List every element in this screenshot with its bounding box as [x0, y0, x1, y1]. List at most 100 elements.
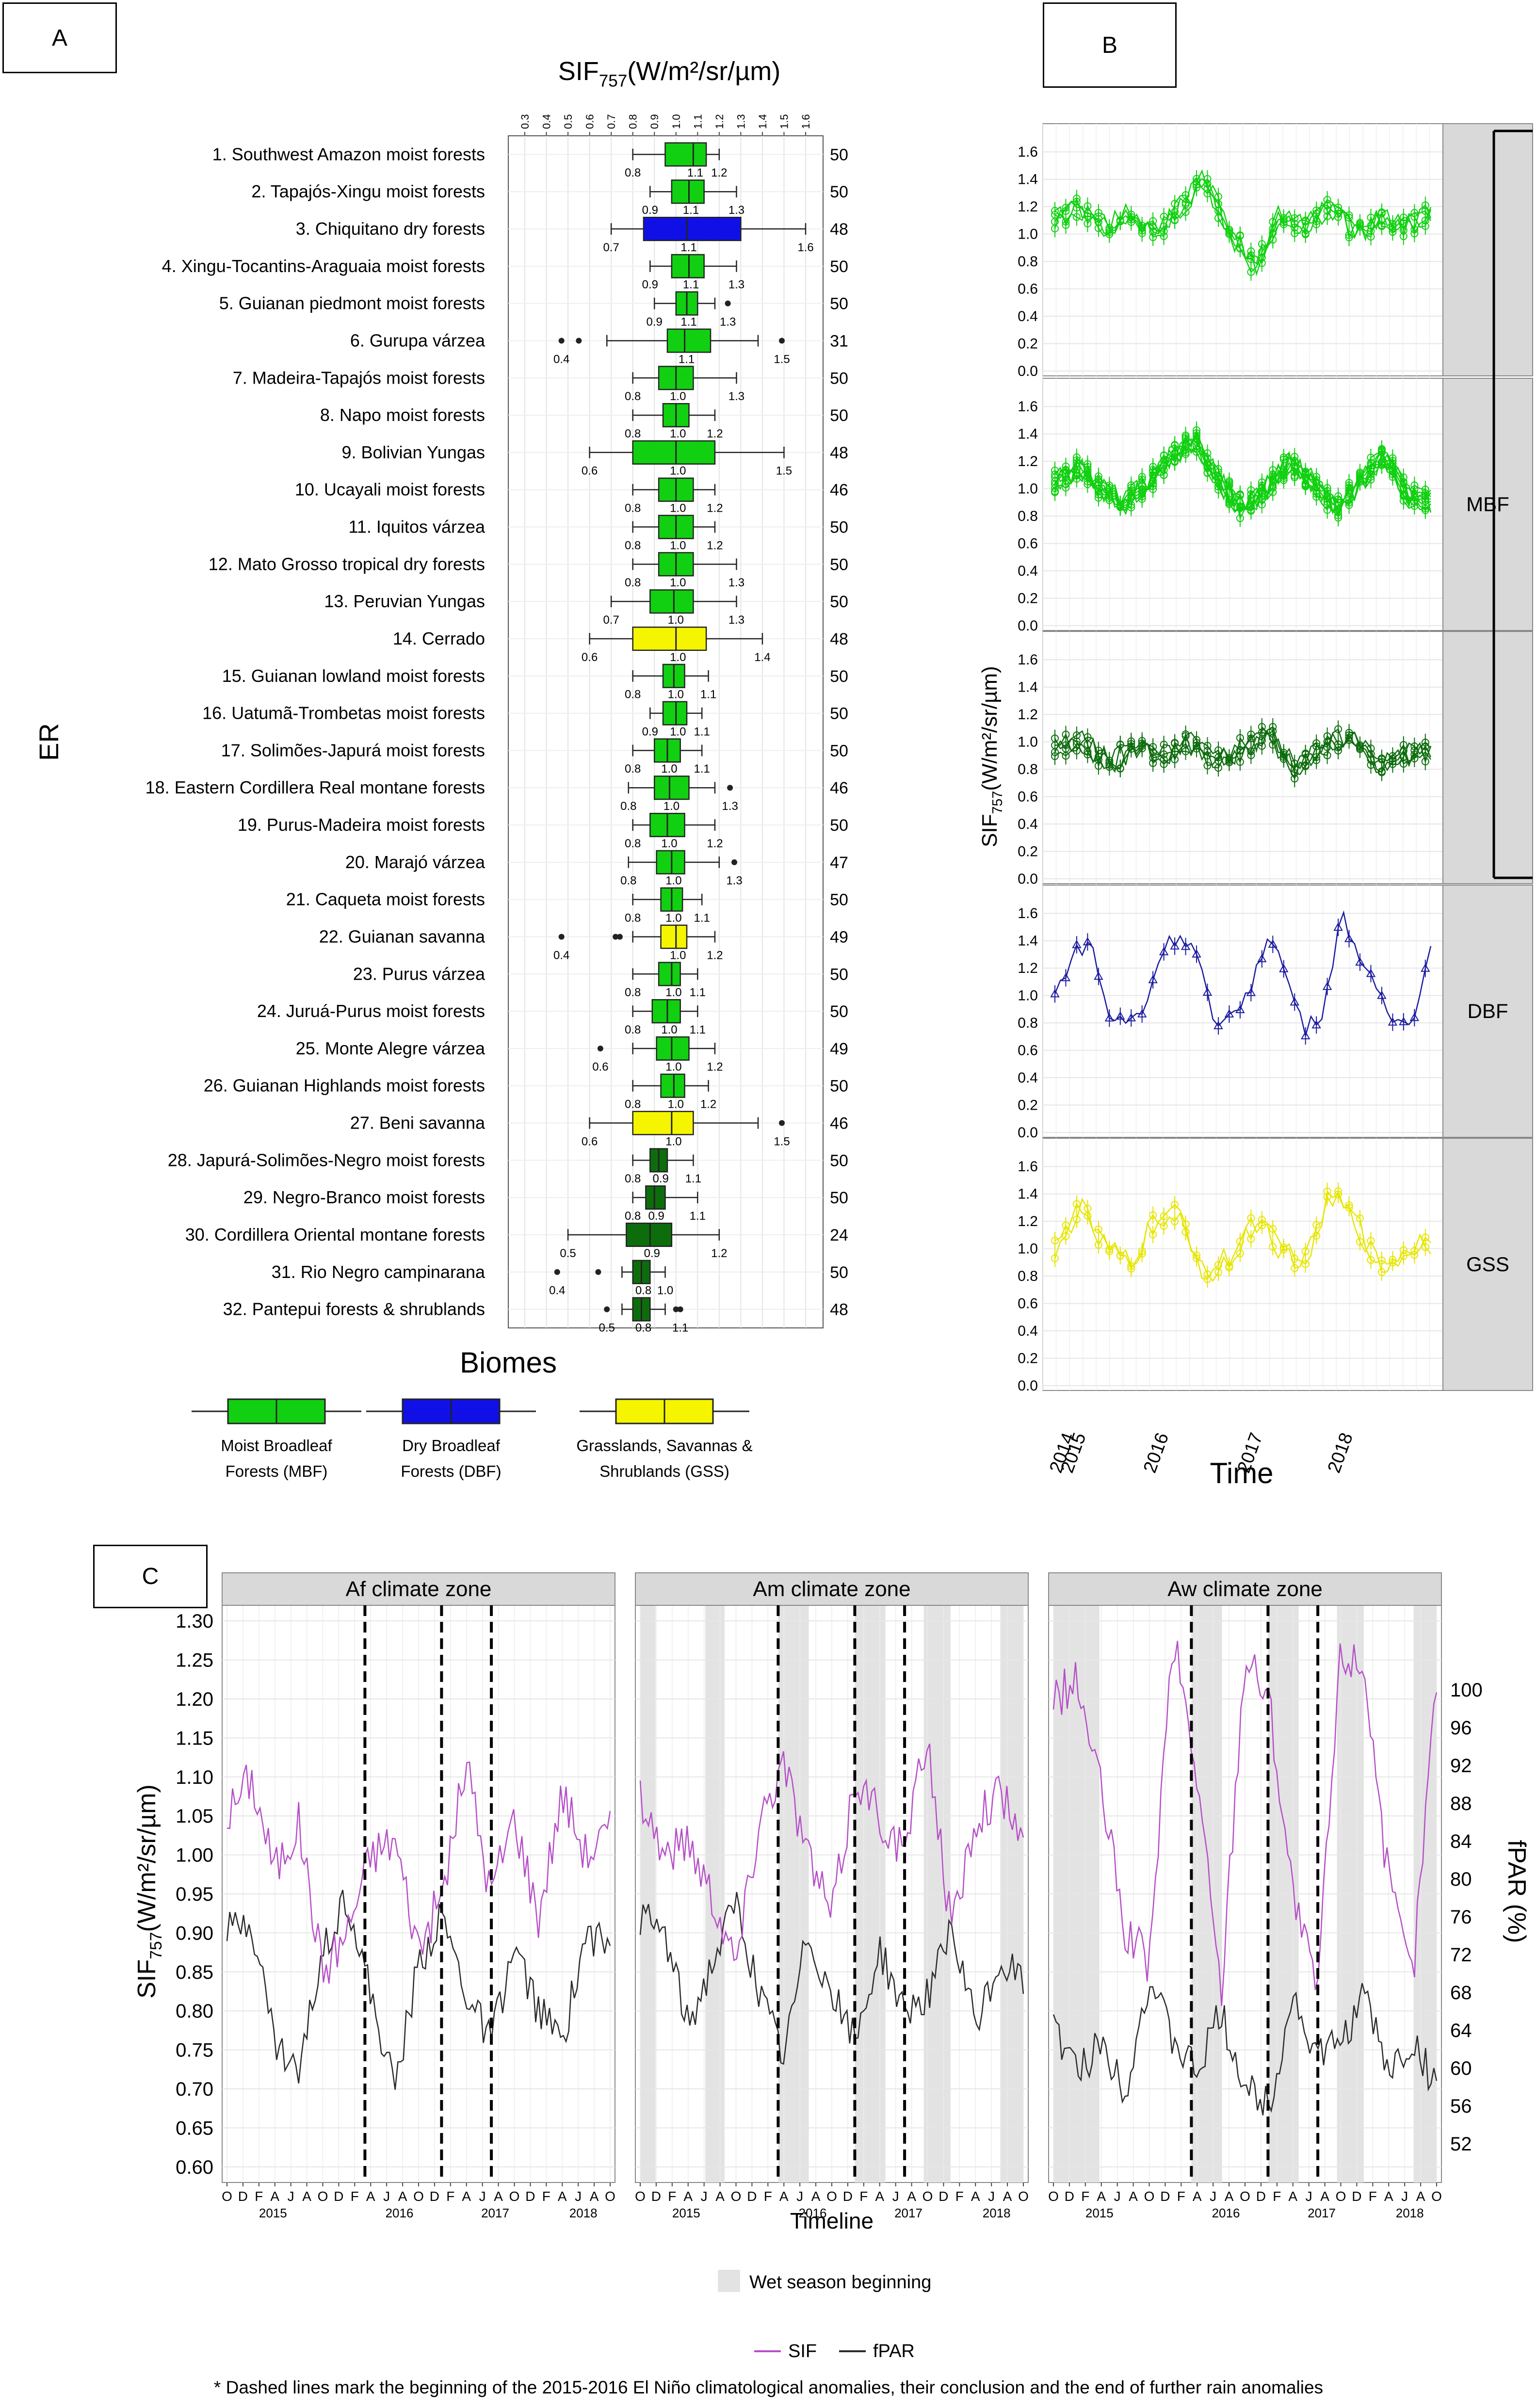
median-value-label: 1.0: [670, 725, 686, 738]
data-point: [1051, 734, 1059, 743]
row-n-label: 50: [830, 295, 848, 313]
tick-label-y2-c: 76: [1450, 1907, 1472, 1928]
data-point: [1399, 213, 1408, 222]
outlier: [604, 1306, 610, 1312]
panel-a-label: A: [2, 2, 117, 73]
tick-label-month: A: [1129, 2189, 1138, 2204]
data-point: [1138, 482, 1146, 490]
row-label: 28. Japurá-Solimões-Negro moist forests: [168, 1150, 485, 1170]
data-point: [1279, 1245, 1288, 1254]
data-point: [1214, 478, 1222, 486]
min-value-label: 0.4: [553, 949, 569, 962]
data-point: [1159, 947, 1169, 955]
tick-label-y2-c: 88: [1450, 1793, 1472, 1814]
max-value-label: 1.1: [685, 1172, 701, 1185]
tick-label-y2-c: 60: [1450, 2058, 1472, 2079]
row-label: 29. Negro-Branco moist forests: [243, 1187, 485, 1207]
facet-strip-b: [1442, 378, 1533, 631]
tick-label-y2-c: 72: [1450, 1944, 1472, 1966]
data-point: [1312, 217, 1321, 226]
tick-label-y-c: 0.95: [176, 1884, 213, 1905]
facet-strip-b: [1442, 631, 1533, 884]
data-point: [1410, 213, 1419, 221]
tick-label-month: O: [1048, 2189, 1059, 2204]
tick-label-y-b: 0.0: [1018, 363, 1038, 379]
tick-label-y-b: 1.4: [1018, 679, 1038, 695]
facet-strip-b: [1442, 1138, 1533, 1391]
data-point: [1301, 479, 1310, 487]
data-point: [1104, 1013, 1115, 1022]
tick-label-y-b: 0.0: [1018, 871, 1038, 887]
sif-line: [1052, 1641, 1438, 2006]
data-point: [1247, 1214, 1255, 1222]
tick-label-y-b: 0.0: [1018, 1125, 1038, 1141]
median-value-label: 1.0: [670, 465, 686, 478]
data-point: [1269, 1243, 1277, 1251]
row-label: 6. Gurupa várzea: [350, 330, 485, 350]
median-value-label: 1.0: [670, 427, 686, 440]
data-point: [1279, 964, 1289, 972]
data-point: [1181, 435, 1190, 443]
tick-label-x-a: 1.3: [735, 114, 747, 129]
data-point: [1377, 990, 1387, 999]
data-point: [1138, 222, 1146, 230]
max-value-label: 1.3: [728, 278, 744, 291]
min-value-label: 0.8: [625, 1210, 641, 1223]
facet-strip-c: [1048, 1572, 1442, 1606]
data-point: [1333, 922, 1343, 931]
tick-label-month: F: [446, 2189, 454, 2204]
row-label: 4. Xingu-Tocantins-Araguaia moist forest…: [162, 256, 485, 276]
data-point: [1279, 755, 1288, 763]
tick-label-y2-c: 56: [1450, 2096, 1472, 2117]
tick-label-y-c: 0.70: [176, 2079, 213, 2100]
box: [666, 328, 712, 353]
data-point: [1377, 767, 1386, 776]
tick-label-y-b: 1.6: [1018, 399, 1038, 415]
tick-label-month: J: [479, 2189, 486, 2204]
tick-label-month: D: [1256, 2189, 1266, 2204]
median-value-label: 1.0: [661, 837, 677, 850]
tick-label-year: 2015: [672, 2206, 700, 2220]
tick-label-month: F: [351, 2189, 359, 2204]
data-point: [1072, 741, 1081, 749]
data-point: [1334, 725, 1343, 733]
strip-label-b: DBF: [1468, 1000, 1508, 1022]
data-point: [1399, 473, 1408, 482]
data-point: [1105, 481, 1114, 489]
min-value-label: 0.9: [647, 315, 663, 328]
legend-label: Forests (MBF): [226, 1462, 328, 1480]
facet-strip-b: [1442, 885, 1533, 1138]
data-point: [1116, 764, 1124, 772]
box: [656, 1036, 690, 1061]
row-n-label: 50: [830, 891, 848, 909]
data-point: [1301, 229, 1310, 237]
data-point: [1258, 723, 1266, 731]
max-value-label: 1.3: [728, 576, 744, 589]
box: [671, 179, 705, 204]
data-point: [1268, 939, 1278, 948]
data-point: [1345, 231, 1353, 239]
data-point: [1421, 222, 1429, 230]
row-label: 10. Ucayali moist forests: [295, 480, 485, 500]
tick-label-y-b: 0.4: [1018, 563, 1038, 579]
tick-label-month: A: [1225, 2189, 1234, 2204]
series-line-b: [1054, 729, 1432, 774]
data-point: [1269, 723, 1277, 731]
data-point: [1202, 987, 1213, 996]
tick-label-month: A: [462, 2189, 471, 2204]
tick-label-month: O: [413, 2189, 424, 2204]
row-label: 27. Beni savanna: [350, 1113, 485, 1133]
max-value-label: 1.2: [707, 837, 723, 850]
row-label: 24. Juruá-Purus moist forests: [257, 1001, 485, 1021]
strip-label-b: GSS: [1466, 1253, 1509, 1276]
data-point: [1084, 467, 1092, 475]
legend-label: Grasslands, Savannas &: [576, 1437, 752, 1454]
tick-label-month: D: [747, 2189, 757, 2204]
data-point: [1356, 1238, 1364, 1246]
row-label: 30. Cordillera Oriental montane forests: [185, 1225, 485, 1244]
data-point: [1367, 232, 1375, 241]
data-point: [1269, 1225, 1277, 1233]
data-point: [1105, 224, 1114, 232]
row-n-label: 50: [830, 1151, 848, 1170]
strip-label-c: Aw climate zone: [1167, 1577, 1323, 1601]
